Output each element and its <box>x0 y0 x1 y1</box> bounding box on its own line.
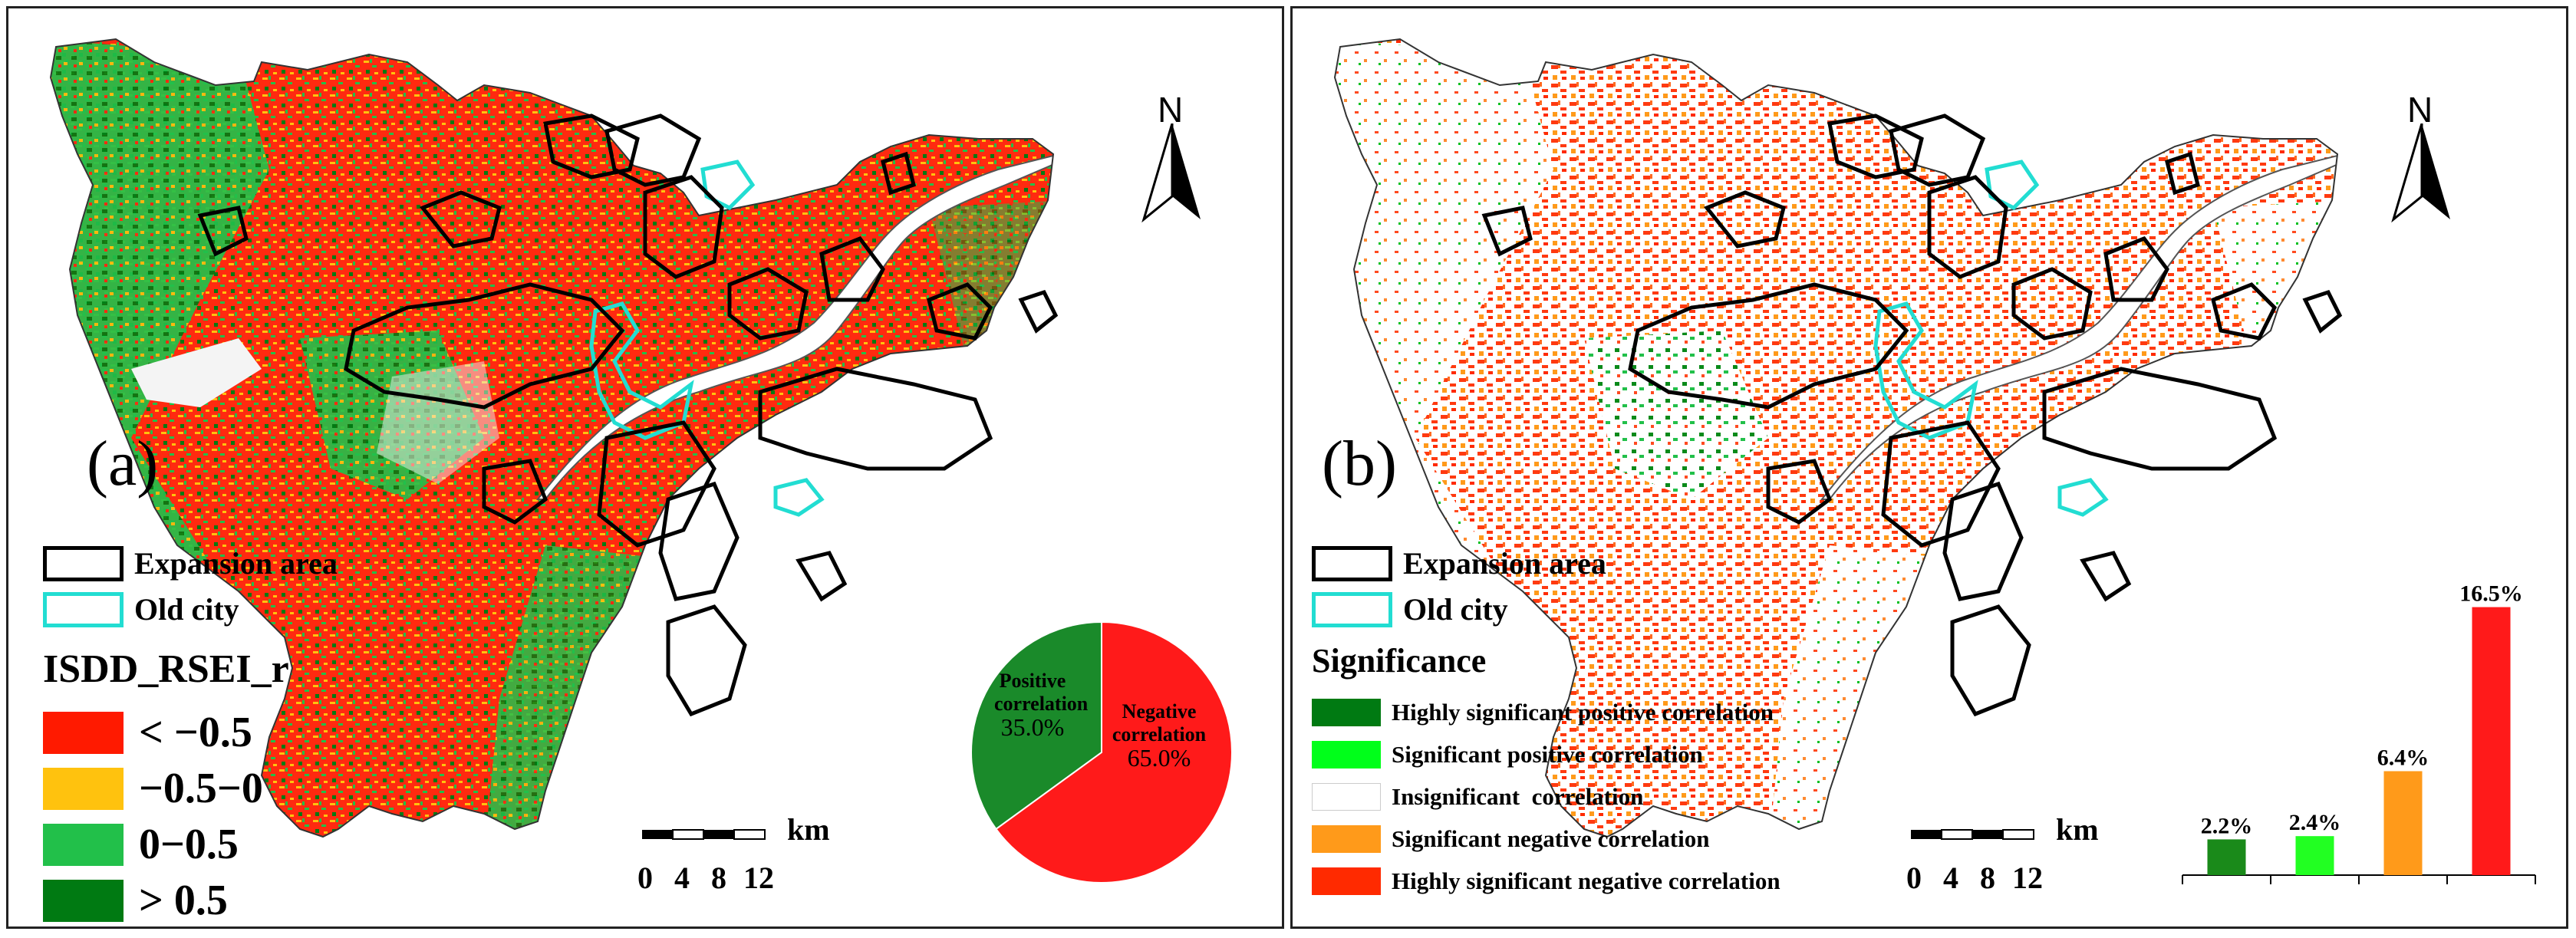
bar-value-label-3: 6.4% <box>2377 745 2429 770</box>
pie-chart: Positive correlation 35.0% Negative corr… <box>964 614 1240 890</box>
bar-4 <box>2472 607 2511 875</box>
pie-slice-negative <box>995 620 1233 884</box>
legend-title: ISDD_RSEI_r <box>43 647 289 691</box>
pie-slice-positive <box>970 620 1102 831</box>
bar-2 <box>2295 836 2334 875</box>
sig-2-swatch <box>1312 741 1381 769</box>
class-3-swatch <box>43 823 124 866</box>
north-arrow-icon <box>1141 123 1201 223</box>
scale-bar-b: km 0 4 8 12 <box>1906 812 2121 902</box>
legend-title: Significance <box>1312 642 1487 680</box>
scale-tick-12: 12 <box>743 861 774 895</box>
north-label: N <box>1158 90 1184 130</box>
expansion-swatch <box>1312 545 1392 581</box>
legend-class-1: < −0.5 <box>43 708 252 757</box>
legend-expansion-label: Expansion area <box>134 546 338 581</box>
sig-3-swatch <box>1312 783 1381 811</box>
legend-class-4: > 0.5 <box>43 876 228 925</box>
legend-old-city-label: Old city <box>1403 592 1508 627</box>
pie-negative-label-2: correlation <box>1112 723 1207 745</box>
legend-sig-1: Highly significant positive correlation <box>1312 699 1774 726</box>
sig-3-label: Insignificant correlation <box>1392 783 1644 810</box>
bar-value-label-1: 2.2% <box>2201 813 2253 838</box>
scale-bar-icon <box>642 829 766 840</box>
legend-old-city: Old city <box>1312 591 1508 627</box>
legend-sig-5: Highly significant negative correlation <box>1312 867 1780 895</box>
scale-tick-0: 0 <box>1906 861 1922 895</box>
panel-b: (b) N Expansion area Old city Significan… <box>1290 6 2568 929</box>
bar-chart: 2.2% 2.4% 6.4% 16.5% <box>2152 545 2551 913</box>
pie-positive-label-1: Positive <box>999 670 1066 692</box>
bar-value-label-2: 2.4% <box>2289 810 2341 835</box>
sig-1-label: Highly significant positive correlation <box>1392 699 1774 726</box>
scale-tick-0: 0 <box>637 861 653 895</box>
old-city-swatch <box>43 591 124 627</box>
sig-4-label: Significant negative correlation <box>1392 825 1710 852</box>
map-b <box>1334 38 2343 838</box>
legend-class-3: 0−0.5 <box>43 820 239 869</box>
scale-unit: km <box>787 812 830 847</box>
class-1-label: < −0.5 <box>139 709 252 756</box>
class-3-label: 0−0.5 <box>139 821 239 868</box>
scale-tick-8: 8 <box>711 861 726 895</box>
north-arrow-icon <box>2391 123 2450 223</box>
pie-positive-label-2: correlation <box>994 693 1089 715</box>
expansion-swatch <box>43 545 124 581</box>
legend-expansion-label: Expansion area <box>1403 546 1606 581</box>
pie-positive-text: Positive correlation 35.0% <box>994 670 1089 741</box>
class-2-label: −0.5−0 <box>139 765 263 812</box>
pie-svg <box>970 620 1233 884</box>
class-2-swatch <box>43 767 124 810</box>
scale-tick-12: 12 <box>2012 861 2043 895</box>
legend-old-city: Old city <box>43 591 239 627</box>
scale-bar-icon <box>1911 829 2034 840</box>
legend-old-city-label: Old city <box>134 592 239 627</box>
sig-5-swatch <box>1312 867 1381 895</box>
pie-positive-value: 35.0% <box>1000 713 1065 741</box>
scale-tick-8: 8 <box>1980 861 1995 895</box>
north-label: N <box>2407 90 2433 130</box>
sig-5-label: Highly significant negative correlation <box>1392 867 1780 894</box>
scale-tick-4: 4 <box>1943 861 1958 895</box>
sig-4-swatch <box>1312 825 1381 853</box>
pie-negative-text: Negative correlation 65.0% <box>1109 700 1209 772</box>
legend-sig-2: Significant positive correlation <box>1312 741 1703 769</box>
bar-3 <box>2383 771 2423 875</box>
bar-value-label-4: 16.5% <box>2459 581 2523 607</box>
pie-negative-value: 65.0% <box>1127 744 1191 772</box>
legend-class-2: −0.5−0 <box>43 764 263 813</box>
pie-negative-label-1: Negative <box>1122 700 1197 722</box>
legend-sig-3: Insignificant correlation <box>1312 783 1643 811</box>
sig-2-label: Significant positive correlation <box>1392 741 1703 768</box>
panel-b-label: (b) <box>1322 428 1397 499</box>
bar-svg: 2.2% 2.4% 6.4% 16.5% <box>2182 581 2536 884</box>
scale-unit: km <box>2056 812 2099 847</box>
map-a <box>50 38 1059 838</box>
class-4-swatch <box>43 879 124 922</box>
north-arrow-b: N <box>2378 89 2470 227</box>
sig-1-swatch <box>1312 699 1381 726</box>
legend-expansion: Expansion area <box>1312 545 1606 581</box>
class-1-swatch <box>43 711 124 754</box>
class-4-label: > 0.5 <box>139 877 228 924</box>
panel-a: (a) N Expansion area Old city ISDD_RSEI_… <box>6 6 1284 929</box>
scale-bar-a: km 0 4 8 12 <box>637 812 852 902</box>
legend-sig-4: Significant negative correlation <box>1312 825 1709 853</box>
north-arrow-a: N <box>1128 89 1220 227</box>
panel-a-label: (a) <box>87 428 159 499</box>
bar-1 <box>2207 839 2246 875</box>
legend-expansion: Expansion area <box>43 545 338 581</box>
scale-tick-4: 4 <box>674 861 690 895</box>
old-city-swatch <box>1312 591 1392 627</box>
